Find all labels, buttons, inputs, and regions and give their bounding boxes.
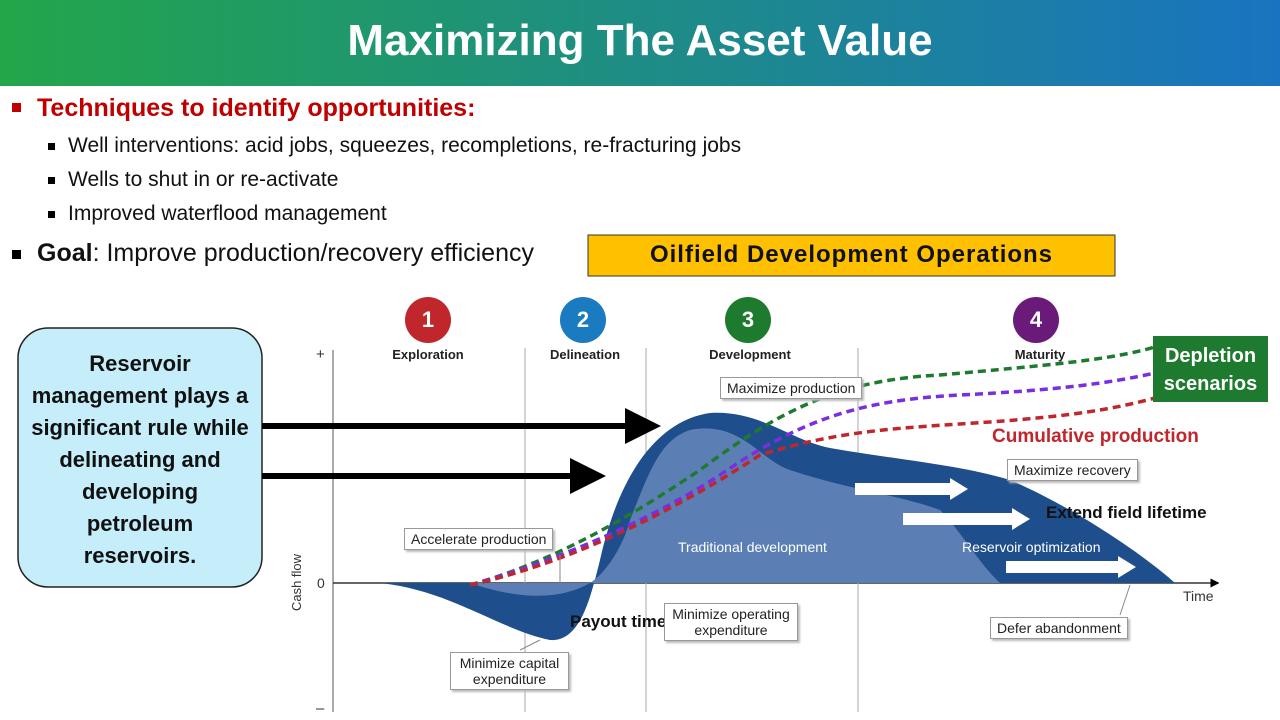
bullet-heading: Techniques to identify opportunities: (37, 94, 476, 122)
goal-text: : Improve production/recovery efficiency (92, 239, 534, 267)
axis-zero: 0 (317, 575, 325, 591)
leader-line (1119, 584, 1131, 616)
banner-box (587, 234, 1116, 277)
bullet (48, 143, 55, 150)
leader-line (519, 639, 541, 651)
bullet (48, 177, 55, 184)
annotation: Accelerate production (404, 528, 554, 550)
phase-circle (560, 297, 606, 343)
axis-plus: + (316, 346, 325, 363)
phase-number: 4 (1029, 307, 1043, 332)
callout-box (17, 327, 263, 588)
annotation: Traditional development (678, 539, 827, 555)
annotation: Extend field lifetime (1046, 503, 1207, 522)
white-arrow-head (1012, 508, 1030, 530)
phase-circle (1013, 297, 1059, 343)
x-axis-label: Time (1183, 588, 1214, 604)
axis-minus: – (316, 700, 325, 717)
annotation: Minimize capital expenditure (450, 652, 569, 690)
depletion-label: Depletion scenarios (1163, 345, 1258, 395)
goal-label: Goal (37, 239, 93, 267)
phase-label: Development (709, 347, 791, 362)
depletion-line (469, 345, 1156, 587)
phase-number: 2 (576, 307, 590, 332)
phase-label: Delineation (549, 347, 621, 362)
phase-number: 3 (741, 307, 755, 332)
goal: Goal: Improve production/recovery effici… (37, 239, 534, 268)
annotation: Defer abandonment (990, 617, 1128, 639)
traditional-area (470, 428, 1000, 596)
bullet-item: Wells to shut in or re-activate (68, 168, 339, 191)
bullet (48, 211, 55, 218)
depletion-box (1153, 336, 1268, 402)
bullet-item: Well interventions: acid jobs, squeezes,… (68, 134, 742, 157)
bullet (12, 250, 21, 259)
white-arrow-head (1118, 556, 1136, 578)
annotation: Minimize operating expenditure (664, 603, 798, 641)
annotation: Reservoir optimization (962, 539, 1101, 555)
callout-text: Reservoir management plays a significant… (31, 351, 249, 568)
title: Maximizing The Asset Value (347, 16, 933, 65)
cumulative-label: Cumulative production (992, 426, 1199, 447)
phase-number: 1 (421, 307, 435, 332)
bullet-item: Improved waterflood management (68, 202, 387, 225)
y-axis-label: Cash flow (289, 553, 305, 612)
phase-label: Maturity (1014, 347, 1066, 362)
phase-circle (405, 297, 451, 343)
banner: Oilfield Development Operations (649, 241, 1054, 268)
annotation: Maximize production (720, 377, 863, 399)
header-bar (0, 0, 1280, 86)
depletion-line (469, 396, 1156, 587)
bullet (12, 103, 21, 112)
white-arrow-head (950, 478, 968, 500)
phase-label: Exploration (392, 347, 464, 362)
phase-circle (725, 297, 771, 343)
depletion-line (469, 371, 1156, 587)
annotation: Payout time (570, 612, 667, 631)
annotation: Maximize recovery (1007, 459, 1138, 481)
